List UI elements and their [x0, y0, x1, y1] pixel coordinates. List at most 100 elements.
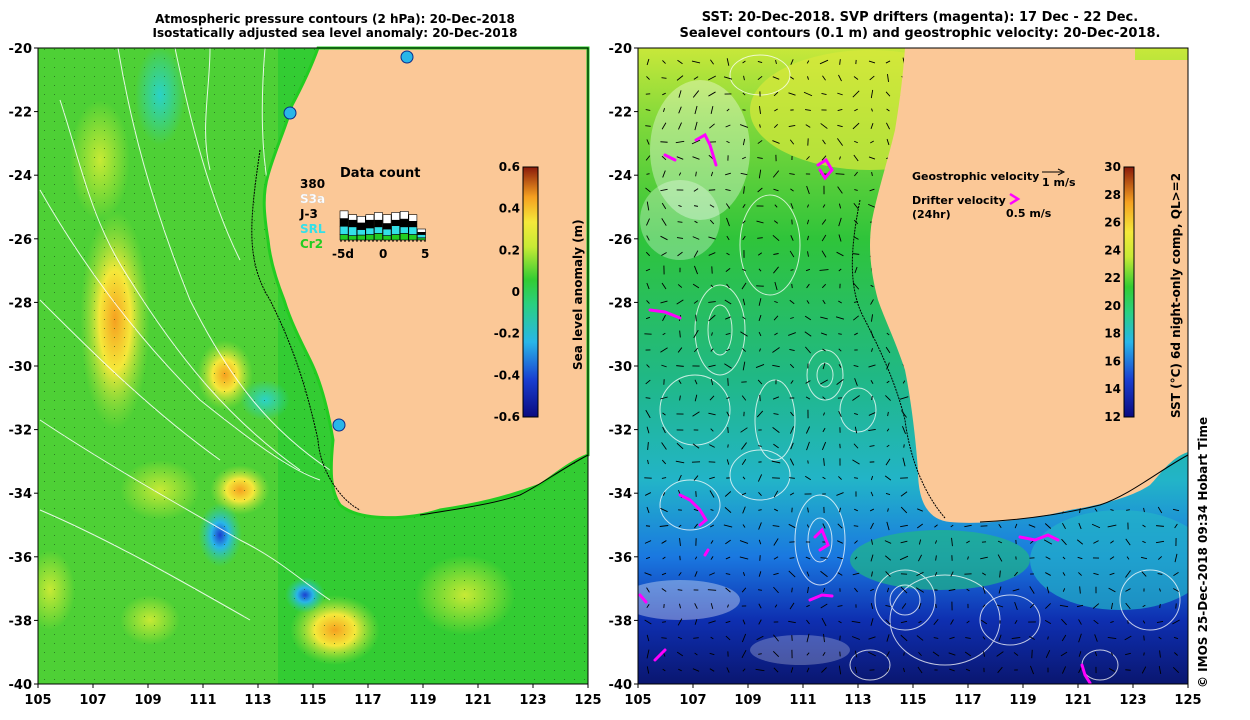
left-x-tick-label: 115 — [299, 693, 326, 708]
left-x-tick-label: 111 — [189, 693, 216, 708]
left-y-tick-label: -40 — [9, 678, 33, 693]
sst-colorbar-label: SST (°C) 6d night-only comp, QL>=2 — [1169, 173, 1183, 418]
sla-colorbar-label: Sea level anomaly (m) — [571, 219, 585, 370]
right-y-tick-label: -36 — [609, 551, 633, 566]
data-count-legend-item: 380 — [300, 177, 325, 191]
sla-colorbar: 0.6 0.4 0.2 0 -0.2 -0.4 -0.6 Sea level anomaly… — [494, 160, 585, 424]
left-x-tick-label: 113 — [244, 693, 271, 708]
right-x-tick-label: 105 — [624, 693, 651, 708]
right-y-tick-label: -34 — [609, 487, 633, 502]
geostrophic-velocity-arrows — [644, 57, 1180, 675]
right-y-tick-label: -24 — [609, 169, 633, 184]
right-y-tick-label: -30 — [609, 360, 633, 375]
drifter-tracks — [638, 132, 1092, 684]
left-x-tick-label: 123 — [519, 693, 546, 708]
sst-tick-label: 14 — [1104, 382, 1121, 396]
credit-text: © IMOS 25-Dec-2018 09:34 Hobart Time — [1196, 416, 1210, 688]
data-count-bar-segment — [348, 219, 358, 228]
data-count-bar-segment — [356, 216, 366, 224]
right-y-tick-label: -38 — [609, 614, 633, 629]
left-y-tick-label: -24 — [9, 169, 33, 184]
right-x-tick-label: 117 — [954, 693, 981, 708]
right-y-tick-label: -20 — [609, 42, 633, 57]
data-count-bar-segment — [408, 214, 418, 222]
right-y-tick-label: -22 — [609, 106, 633, 121]
data-count-bar-segment — [374, 219, 383, 228]
data-count-bar-segment — [382, 214, 392, 224]
data-count-bar-segment — [339, 225, 349, 235]
drifter-scale: 0.5 m/s — [1006, 207, 1052, 220]
sst-tick-label: 16 — [1104, 354, 1121, 368]
data-count-bar-segment — [391, 212, 401, 221]
right-land — [851, 48, 1189, 523]
data-count-bar-segment — [391, 219, 401, 226]
right-panel-title: SST: 20-Dec-2018. SVP drifters (magenta)… — [640, 10, 1200, 42]
sla-tick-label: -0.6 — [494, 410, 520, 424]
data-count-bar-segment — [399, 211, 409, 220]
left-x-tick-label: 125 — [574, 693, 601, 708]
data-count-bar-segment — [417, 232, 426, 235]
left-y-tick-label: -38 — [9, 614, 33, 629]
right-y-tick-label: -28 — [609, 296, 633, 311]
data-count-bar-segment — [365, 214, 375, 221]
left-y-tick-label: -26 — [9, 233, 33, 248]
drifter-label: Drifter velocity — [912, 194, 1006, 207]
data-count-legend-item: S3a — [300, 192, 325, 206]
geostrophic-label: Geostrophic velocity — [912, 170, 1039, 183]
right-y-tick-label: -26 — [609, 233, 633, 248]
sla-tick-label: 0.2 — [499, 243, 520, 257]
data-count-bar-segment — [348, 235, 358, 241]
data-count-bar-segment — [417, 234, 426, 239]
data-count-bar-segment — [391, 225, 401, 235]
data-count-bar-segment — [374, 233, 383, 241]
data-count-tick-3: 5 — [421, 247, 429, 261]
sst-tick-label: 20 — [1104, 299, 1121, 313]
data-count-bar-segment — [339, 218, 349, 227]
data-count-bar-segment — [365, 219, 375, 229]
data-count-bar-segment — [399, 226, 409, 234]
velocity-legend: Geostrophic velocity 1 m/s Drifter veloc… — [912, 168, 1076, 221]
drifter-sublabel: (24hr) — [912, 208, 951, 221]
data-count-bar-segment — [348, 214, 358, 221]
right-title-line1: SST: 20-Dec-2018. SVP drifters (magenta)… — [701, 10, 1139, 25]
data-count-bar-segment — [374, 226, 383, 234]
sst-tick-label: 24 — [1104, 243, 1121, 257]
right-x-tick-label: 111 — [789, 693, 816, 708]
data-count-bar-segment — [382, 228, 392, 236]
left-x-tick-label: 107 — [79, 693, 106, 708]
data-count-title: Data count — [340, 166, 420, 181]
right-y-tick-label: -32 — [609, 424, 633, 439]
left-y-tick-label: -32 — [9, 424, 33, 439]
data-count-bar-segment — [408, 226, 418, 235]
sst-tick-label: 26 — [1104, 216, 1121, 230]
sst-colorbar: 30 28 26 24 22 20 18 16 14 12 SST (°C) 6d night-o… — [1104, 160, 1183, 424]
data-count-bar-segment — [382, 235, 392, 241]
data-count-legend-item: J-3 — [299, 207, 318, 221]
left-x-tick-label: 117 — [354, 693, 381, 708]
sla-tick-label: 0 — [512, 285, 520, 299]
left-title-line1: Atmospheric pressure contours (2 hPa): 2… — [155, 12, 515, 26]
right-x-tick-label: 109 — [734, 693, 761, 708]
sla-tick-label: 0.6 — [499, 160, 520, 174]
data-count-bar-segment — [374, 212, 383, 221]
data-count-tick-2: 0 — [379, 247, 387, 261]
data-count-bar-segment — [417, 237, 426, 241]
data-count-bar-segment — [365, 227, 375, 235]
left-y-tick-label: -28 — [9, 296, 33, 311]
right-y-tick-label: -40 — [609, 678, 633, 693]
data-count-bar-segment — [356, 222, 366, 230]
right-x-tick-label: 125 — [1174, 693, 1201, 708]
data-count-bar-segment — [348, 226, 358, 236]
data-count-tick-1: -5d — [332, 247, 354, 261]
sla-tick-label: 0.4 — [499, 202, 520, 216]
left-y-tick-label: -20 — [9, 42, 33, 57]
left-land — [251, 46, 590, 520]
data-count-bar-segment — [382, 223, 392, 230]
data-count-bar-segment — [399, 233, 409, 241]
data-count-bar-segment — [408, 221, 418, 228]
sst-tick-label: 30 — [1104, 160, 1121, 174]
